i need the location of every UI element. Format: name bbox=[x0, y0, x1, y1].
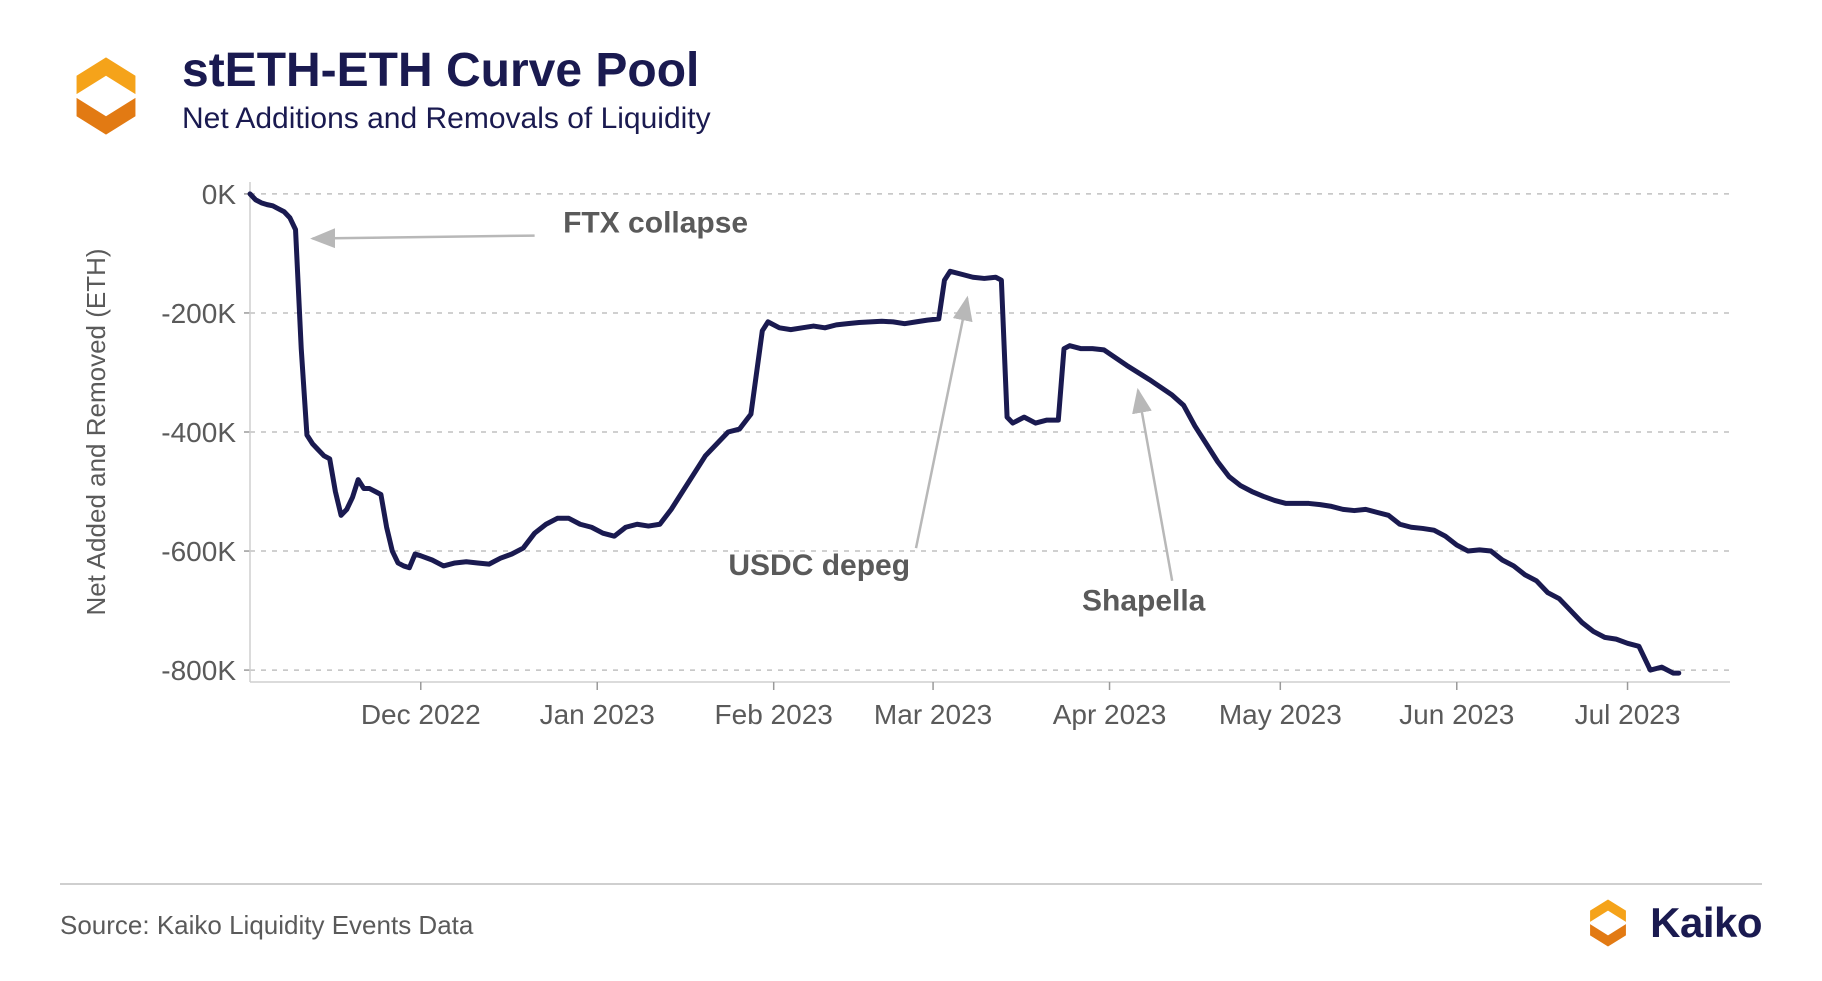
annotation-label: FTX collapse bbox=[563, 207, 748, 240]
chart-title: stETH-ETH Curve Pool bbox=[182, 46, 711, 96]
line-chart: 0K -200K -400K -600K -800K Dec 2022 Jan 2023 Fe… bbox=[60, 162, 1760, 762]
chart-container: 0K -200K -400K -600K -800K Dec 2022 Jan 2023 Fe… bbox=[60, 162, 1762, 767]
chart-subtitle: Net Additions and Removals of Liquidity bbox=[182, 102, 711, 136]
x-tick-label: Jun 2023 bbox=[1399, 699, 1514, 730]
footer-separator bbox=[60, 883, 1762, 885]
data-line bbox=[250, 194, 1679, 673]
x-tick-label: Dec 2022 bbox=[361, 699, 481, 730]
y-tick-label: -800K bbox=[161, 655, 236, 686]
x-tick-label: Jan 2023 bbox=[540, 699, 655, 730]
x-tick-label: May 2023 bbox=[1219, 699, 1342, 730]
annotation-label: Shapella bbox=[1082, 585, 1206, 618]
annotation-arrow bbox=[313, 236, 535, 239]
x-tick-label: Apr 2023 bbox=[1053, 699, 1167, 730]
x-tick-label: Jul 2023 bbox=[1575, 699, 1681, 730]
annotation-arrow bbox=[916, 298, 967, 548]
y-tick-label: 0K bbox=[202, 179, 237, 210]
kaiko-logo-icon bbox=[1580, 895, 1636, 951]
x-tick-label: Mar 2023 bbox=[874, 699, 992, 730]
brand-name: Kaiko bbox=[1650, 899, 1762, 947]
y-tick-label: -400K bbox=[161, 417, 236, 448]
chart-header: stETH-ETH Curve Pool Net Additions and R… bbox=[60, 50, 1762, 142]
source-text: Source: Kaiko Liquidity Events Data bbox=[60, 910, 473, 941]
y-tick-label: -600K bbox=[161, 536, 236, 567]
page-root: stETH-ETH Curve Pool Net Additions and R… bbox=[0, 0, 1822, 981]
footer-logo: Kaiko bbox=[1580, 895, 1762, 951]
title-block: stETH-ETH Curve Pool Net Additions and R… bbox=[182, 46, 711, 136]
annotation-arrow bbox=[1138, 390, 1172, 580]
kaiko-logo-icon bbox=[60, 50, 152, 142]
y-axis-title: Net Added and Removed (ETH) bbox=[81, 248, 111, 615]
annotation-label: USDC depeg bbox=[728, 549, 910, 582]
x-tick-label: Feb 2023 bbox=[715, 699, 833, 730]
y-tick-label: -200K bbox=[161, 298, 236, 329]
